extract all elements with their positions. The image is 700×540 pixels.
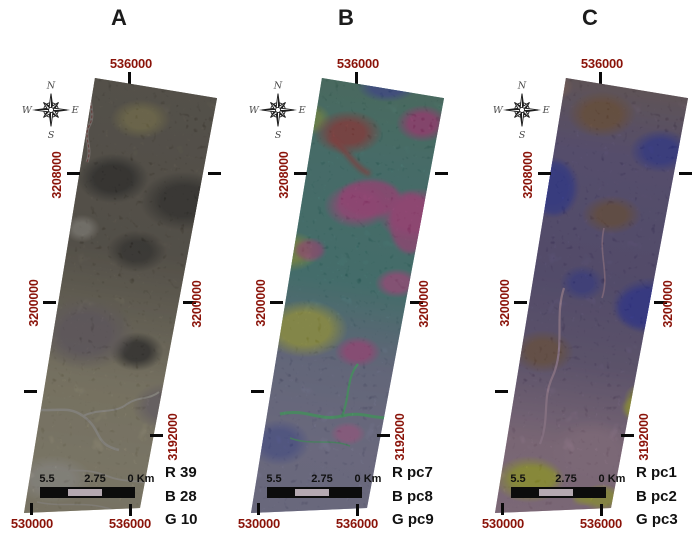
compass-w-label: W — [249, 105, 260, 116]
scale-bar-segment — [539, 489, 573, 496]
rgb-line-b: B pc8 — [392, 487, 433, 505]
compass-n-label: N — [273, 81, 283, 92]
coord-right-3200000: 3200000 — [190, 280, 204, 328]
rgb-line-b: B 28 — [165, 487, 197, 505]
compass-e-label: E — [298, 105, 306, 116]
compass-s-label: S — [48, 130, 55, 140]
scale-bar — [40, 487, 135, 498]
tick-left-3208000 — [67, 172, 80, 175]
compass-e-label: E — [71, 105, 79, 116]
compass-rose-icon: N E S W — [22, 81, 79, 140]
coord-left-3200000: 3200000 — [27, 279, 41, 327]
rgb-band-labels: R pc7 B pc8 G pc9 — [392, 461, 456, 532]
tick-left-3192000 — [495, 390, 508, 393]
tick-bottom-530000 — [30, 503, 33, 515]
scale-label-0km: 0 Km — [127, 473, 155, 485]
coord-top-536000: 536000 — [109, 56, 153, 71]
scale-label-5-5: 5.5 — [266, 473, 282, 485]
tick-right-3200000 — [654, 301, 667, 304]
rgb-line-b: B pc2 — [636, 487, 677, 505]
tick-bottom-536000 — [356, 504, 359, 516]
tick-left-3200000 — [270, 301, 283, 304]
tick-right-3192000 — [621, 434, 634, 437]
compass-s-label: S — [519, 130, 526, 140]
coord-bottom-530000: 530000 — [10, 516, 54, 531]
tick-left-3208000 — [294, 172, 307, 175]
coord-left-3208000: 3208000 — [521, 151, 535, 199]
compass-rose-icon: N E S W — [249, 81, 306, 140]
tick-left-3192000 — [24, 390, 37, 393]
panel-title: C — [582, 5, 598, 30]
tick-left-3200000 — [514, 301, 527, 304]
tick-top — [128, 72, 131, 85]
coord-bottom-536000: 536000 — [108, 516, 152, 531]
compass-n-label: N — [517, 81, 527, 92]
tick-right-3192000 — [150, 434, 163, 437]
coord-left-3208000: 3208000 — [50, 151, 64, 199]
tick-right-3200000 — [183, 301, 196, 304]
tick-bottom-536000 — [129, 504, 132, 516]
panel-c: C N E S W 536000 — [471, 0, 700, 540]
rgb-band-labels: R 39 B 28 G 10 — [165, 461, 229, 532]
scale-label-2-75: 2.75 — [84, 473, 106, 485]
rgb-line-r: R pc1 — [636, 464, 677, 481]
scale-label-0km: 0 Km — [354, 473, 382, 485]
scale-bar — [267, 487, 362, 498]
compass-w-label: W — [22, 105, 33, 116]
coord-bottom-536000: 536000 — [579, 516, 623, 531]
tick-right-3208000 — [435, 172, 448, 175]
tick-left-3192000 — [251, 390, 264, 393]
coord-bottom-530000: 530000 — [481, 516, 525, 531]
scale-bar-segment — [68, 489, 102, 496]
scale-label-5-5: 5.5 — [510, 473, 526, 485]
panel-a: A N E S W 536000 — [0, 0, 233, 540]
scale-label-2-75: 2.75 — [311, 473, 333, 485]
rgb-band-labels: R pc1 B pc2 G pc3 — [636, 461, 700, 532]
rgb-line-g: G 10 — [165, 511, 198, 528]
scale-bar-segment — [295, 489, 329, 496]
compass-s-label: S — [275, 130, 282, 140]
compass-w-label: W — [493, 105, 504, 116]
rgb-line-g: G pc9 — [392, 511, 434, 528]
tick-top — [355, 72, 358, 85]
tick-bottom-530000 — [501, 503, 504, 515]
coord-bottom-536000: 536000 — [335, 516, 379, 531]
tick-left-3200000 — [43, 301, 56, 304]
scale-label-0km: 0 Km — [598, 473, 626, 485]
compass-e-label: E — [542, 105, 550, 116]
coord-left-3208000: 3208000 — [277, 151, 291, 199]
tick-right-3192000 — [377, 434, 390, 437]
scale-bar — [511, 487, 606, 498]
scale-label-5-5: 5.5 — [39, 473, 55, 485]
tick-right-3200000 — [410, 301, 423, 304]
rgb-line-g: G pc3 — [636, 511, 678, 528]
rgb-line-r: R pc7 — [392, 464, 433, 481]
tick-bottom-536000 — [600, 504, 603, 516]
panel-title: A — [111, 5, 127, 30]
compass-n-label: N — [46, 81, 56, 92]
coord-top-536000: 536000 — [580, 56, 624, 71]
panel-title: B — [338, 5, 354, 30]
coord-right-3200000: 3200000 — [417, 280, 431, 328]
panel-b: B N E S W 536000 — [227, 0, 460, 540]
tick-bottom-530000 — [257, 503, 260, 515]
compass-rose-icon: N E S W — [493, 81, 550, 140]
scale-label-2-75: 2.75 — [555, 473, 577, 485]
coord-left-3200000: 3200000 — [254, 279, 268, 327]
tick-top — [599, 72, 602, 85]
coord-right-3200000: 3200000 — [661, 280, 675, 328]
coord-left-3200000: 3200000 — [498, 279, 512, 327]
rgb-line-r: R 39 — [165, 464, 197, 481]
coord-bottom-530000: 530000 — [237, 516, 281, 531]
tick-right-3208000 — [679, 172, 692, 175]
tick-left-3208000 — [538, 172, 551, 175]
coord-top-536000: 536000 — [336, 56, 380, 71]
tick-right-3208000 — [208, 172, 221, 175]
